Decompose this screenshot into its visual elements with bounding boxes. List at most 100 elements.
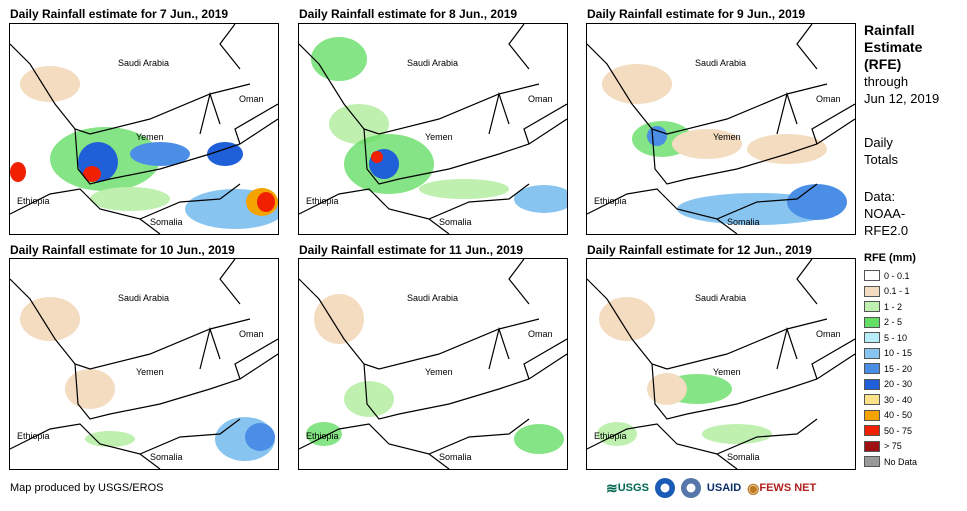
- side-title: Rainfall Estimate (RFE) through Jun 12, …: [864, 22, 939, 107]
- legend-item: No Data: [864, 454, 917, 470]
- title-line-3: (RFE): [864, 56, 902, 72]
- legend-swatch: [864, 378, 880, 390]
- legend-swatch: [864, 316, 880, 328]
- map-graphic: [299, 24, 567, 234]
- label-saudi-arabia: Saudi Arabia: [407, 293, 459, 303]
- label-yemen: Yemen: [425, 367, 453, 377]
- logo-strip: ≋ USGS USAID ◉ FEWS NET: [606, 478, 816, 498]
- rainfall-map-4: Saudi Arabia Oman Yemen Ethiopia Somalia: [9, 258, 279, 470]
- legend-item: 1 - 2: [864, 299, 917, 315]
- legend-item: 50 - 75: [864, 423, 917, 439]
- label-yemen: Yemen: [425, 132, 453, 142]
- label-saudi-arabia: Saudi Arabia: [118, 58, 170, 68]
- legend-item: 40 - 50: [864, 408, 917, 424]
- usgs-wave-icon: ≋: [606, 479, 618, 496]
- panel-title-1: Daily Rainfall estimate for 7 Jun., 2019: [10, 7, 229, 21]
- label-oman: Oman: [816, 94, 841, 104]
- title-line-1: Rainfall: [864, 22, 915, 38]
- label-oman: Oman: [239, 94, 264, 104]
- legend-swatch: [864, 363, 880, 375]
- rainfall-map-1: Saudi Arabia Oman Yemen Ethiopia Somalia: [9, 23, 279, 235]
- map-graphic: [10, 259, 278, 469]
- legend-swatch: [864, 347, 880, 359]
- legend-label: 0 - 0.1: [884, 270, 910, 281]
- legend-label: 30 - 40: [884, 394, 913, 405]
- label-somalia: Somalia: [150, 452, 183, 462]
- rainfall-overlay: [602, 64, 847, 225]
- label-somalia: Somalia: [727, 217, 760, 227]
- borders: [10, 24, 278, 234]
- legend-item: 20 - 30: [864, 377, 917, 393]
- noaa-logo-icon: [654, 478, 675, 498]
- legend-label: 5 - 10: [884, 332, 908, 343]
- legend-title: RFE (mm): [864, 252, 916, 264]
- borders: [299, 24, 567, 234]
- label-somalia: Somalia: [439, 217, 472, 227]
- label-ethiopia: Ethiopia: [594, 196, 627, 206]
- label-somalia: Somalia: [439, 452, 472, 462]
- label-yemen: Yemen: [136, 367, 164, 377]
- map-graphic: [587, 24, 855, 234]
- legend-item: 0.1 - 1: [864, 284, 917, 300]
- rainfall-overlay: [597, 297, 772, 446]
- legend-label: No Data: [884, 456, 918, 467]
- label-yemen: Yemen: [136, 132, 164, 142]
- legend-item: 2 - 5: [864, 315, 917, 331]
- rainfall-overlay: [306, 294, 564, 454]
- label-somalia: Somalia: [727, 452, 760, 462]
- legend-item: 15 - 20: [864, 361, 917, 377]
- borders: [299, 259, 567, 469]
- legend-label: > 75: [884, 441, 902, 452]
- side-data-source: Data: NOAA- RFE2.0: [864, 188, 908, 239]
- legend-swatch: [864, 409, 880, 421]
- rainfall-overlay: [20, 297, 275, 461]
- panel-title-3: Daily Rainfall estimate for 9 Jun., 2019: [587, 7, 806, 21]
- usgs-logo-text: USGS: [617, 482, 649, 494]
- rainfall-overlay: [311, 37, 567, 213]
- label-yemen: Yemen: [713, 132, 741, 142]
- panel-title-5: Daily Rainfall estimate for 11 Jun., 201…: [299, 243, 524, 257]
- map-credit: Map produced by USGS/EROS: [10, 482, 164, 494]
- rainfall-map-3: Saudi Arabia Oman Yemen Ethiopia Somalia: [586, 23, 856, 235]
- totals-label: Totals: [864, 152, 898, 167]
- side-daily: Daily Totals: [864, 134, 898, 168]
- title-line-2: Estimate: [864, 39, 923, 55]
- fews-net-logo-text: FEWS NET: [759, 482, 817, 494]
- map-graphic: [587, 259, 855, 469]
- borders: [587, 259, 855, 469]
- legend-label: 40 - 50: [884, 410, 913, 421]
- rainfall-map-5: Saudi Arabia Oman Yemen Ethiopia Somalia: [298, 258, 568, 470]
- panel-title-2: Daily Rainfall estimate for 8 Jun., 2019: [299, 7, 518, 21]
- data-label: Data:: [864, 189, 896, 204]
- legend-label: 50 - 75: [884, 425, 913, 436]
- legend-item: 5 - 10: [864, 330, 917, 346]
- data-source-line-1: NOAA-: [864, 206, 906, 221]
- through-date: Jun 12, 2019: [864, 91, 940, 106]
- nasa-seal-icon: [680, 478, 701, 498]
- rainfall-overlay: [10, 66, 278, 229]
- borders: [587, 24, 855, 234]
- label-oman: Oman: [816, 329, 841, 339]
- label-somalia: Somalia: [150, 217, 183, 227]
- legend-swatch: [864, 394, 880, 406]
- panel-title-6: Daily Rainfall estimate for 12 Jun., 201…: [587, 243, 812, 257]
- legend-label: 1 - 2: [884, 301, 903, 312]
- legend-item: > 75: [864, 439, 917, 455]
- legend-label: 20 - 30: [884, 379, 913, 390]
- legend-swatch: [864, 270, 880, 282]
- legend-swatch: [864, 425, 880, 437]
- label-ethiopia: Ethiopia: [306, 431, 339, 441]
- legend-swatch: [864, 332, 880, 344]
- label-oman: Oman: [239, 329, 264, 339]
- fews-globe-icon: ◉: [747, 479, 760, 496]
- legend-item: 10 - 15: [864, 346, 917, 362]
- legend-swatch: [864, 440, 880, 452]
- borders: [10, 259, 278, 469]
- label-ethiopia: Ethiopia: [17, 196, 50, 206]
- rainfall-map-2: Saudi Arabia Oman Yemen Ethiopia Somalia: [298, 23, 568, 235]
- daily-label: Daily: [864, 135, 893, 150]
- legend-swatch: [864, 285, 880, 297]
- fews-net-logo: ◉ FEWS NET: [747, 480, 816, 497]
- label-oman: Oman: [528, 329, 553, 339]
- label-oman: Oman: [528, 94, 553, 104]
